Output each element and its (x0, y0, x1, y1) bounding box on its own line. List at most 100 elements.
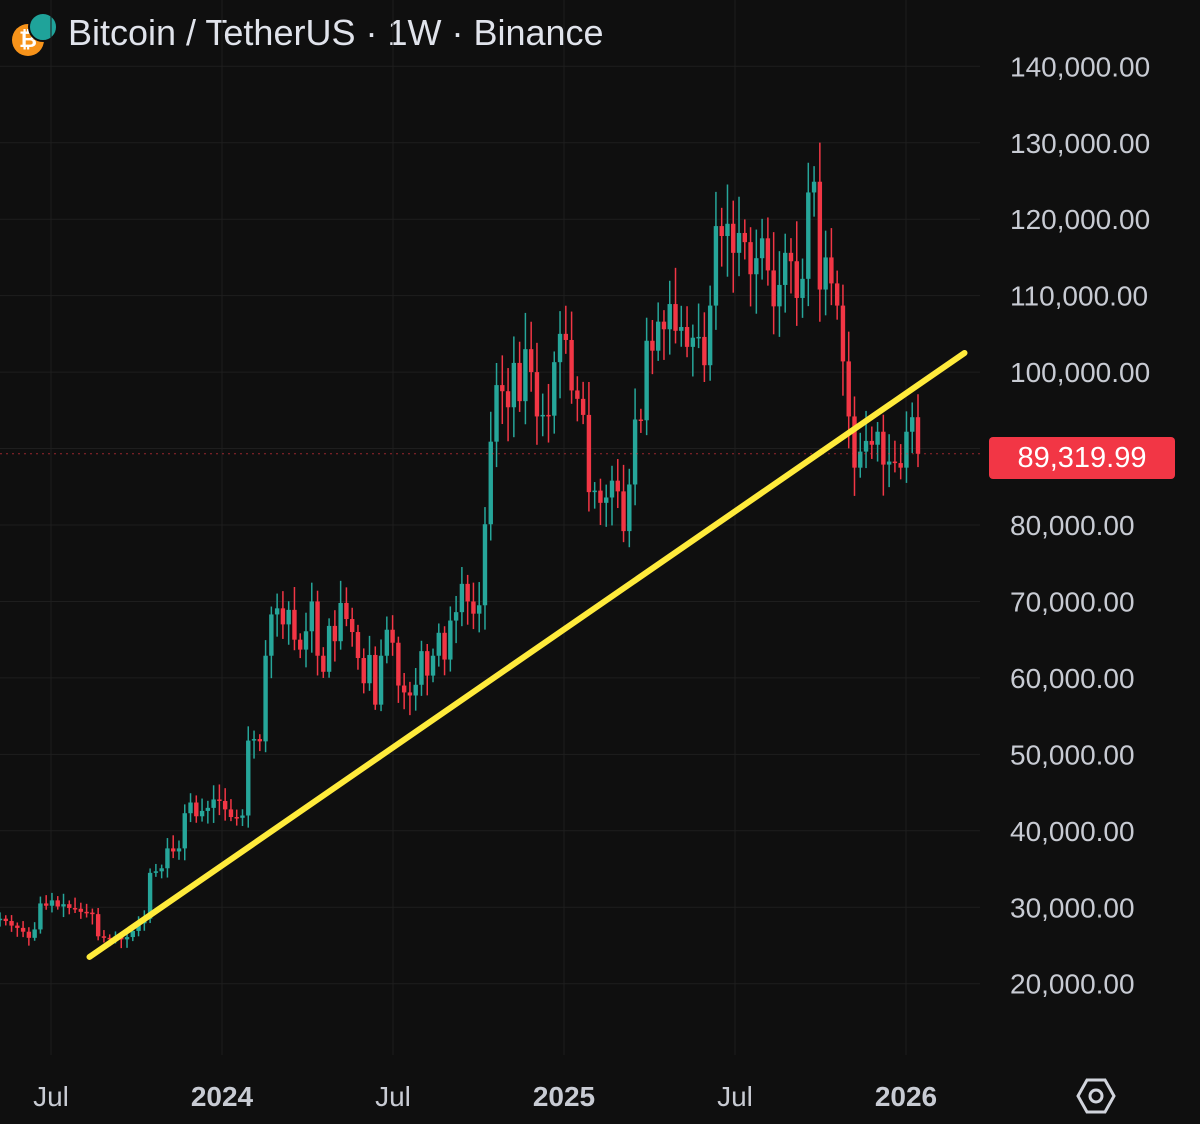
candle-body (55, 900, 60, 907)
y-tick-label: 100,000.00 (1010, 357, 1150, 388)
candle-body (598, 490, 603, 503)
candle-body (182, 813, 187, 849)
candle-body (228, 809, 234, 818)
candle-body (511, 362, 517, 408)
candle-body (592, 490, 597, 493)
candle-body (846, 361, 851, 417)
candle-body (124, 937, 130, 940)
candle-body (147, 872, 153, 919)
y-tick-label: 140,000.00 (1010, 51, 1150, 82)
candle-body (667, 304, 672, 330)
candle-body (436, 632, 441, 656)
candle-body (910, 417, 915, 432)
candle-body (269, 614, 274, 656)
candle-body (199, 810, 205, 817)
candle-body (217, 799, 222, 801)
candle-body (159, 868, 164, 872)
price-axis[interactable]: 140,000.00 130,000.00 120,000.00 110,000.00… (1010, 51, 1150, 999)
y-tick-label: 60,000.00 (1010, 663, 1135, 694)
candle-body (731, 223, 736, 253)
candle-body (725, 223, 730, 237)
candle-body (95, 914, 101, 937)
candle-body (719, 226, 724, 237)
candle-body (38, 903, 43, 930)
candle-body (655, 321, 661, 351)
candle-body (280, 608, 286, 625)
candle-body (361, 658, 366, 684)
candle-body (817, 181, 823, 290)
candle-body (84, 911, 89, 914)
candle-body (107, 937, 112, 940)
candle-body (523, 349, 528, 402)
candle-body (881, 431, 886, 465)
y-tick-label: 20,000.00 (1010, 969, 1135, 1000)
candle-body (869, 440, 875, 445)
candle-body (101, 936, 107, 938)
candle-body (240, 815, 245, 818)
candle-body (863, 440, 869, 452)
candle-body (858, 451, 863, 468)
candle-body (742, 232, 747, 243)
candle-body (528, 349, 534, 373)
time-axis[interactable]: Jul 2024 Jul 2025 Jul 2026 (33, 1081, 937, 1112)
candle-body (563, 333, 569, 340)
candle-body (326, 625, 332, 672)
candle-body (823, 257, 828, 290)
candle-body (78, 908, 84, 912)
candle-body (488, 441, 493, 525)
candle-body (788, 252, 794, 262)
settings-hexagon-icon[interactable] (1076, 1076, 1116, 1116)
binance-badge-icon (28, 12, 58, 42)
candle-body (298, 639, 303, 650)
candle-body (43, 903, 49, 906)
candle-body (471, 601, 476, 614)
candle-body (407, 692, 413, 696)
candle-body (448, 620, 453, 660)
candle-body (627, 484, 632, 532)
candle-body (915, 417, 921, 454)
candle-body (338, 602, 343, 642)
candle-body (349, 619, 355, 633)
chart-grid (0, 0, 980, 1055)
candle-body (274, 608, 280, 615)
x-tick-label: Jul (33, 1081, 69, 1112)
candle-body (569, 339, 574, 391)
candle-body (696, 336, 701, 339)
candle-body (396, 642, 401, 686)
candle-body (20, 927, 26, 932)
candle-body (477, 605, 482, 614)
candle-body (794, 261, 799, 298)
symbol-title[interactable]: Bitcoin / TetherUS · 1W · Binance (68, 12, 604, 53)
current-price-label: 89,319.99 (989, 437, 1175, 479)
candle-body (378, 655, 384, 705)
candle-body (904, 431, 909, 468)
x-tick-label: 2025 (533, 1081, 595, 1112)
y-tick-label: 130,000.00 (1010, 128, 1150, 159)
candle-body (540, 414, 545, 417)
candle-body (136, 923, 141, 931)
candle-body (15, 925, 20, 928)
candle-body (459, 583, 465, 613)
candle-body (9, 921, 14, 926)
candle-body (315, 601, 320, 656)
candle-body (552, 362, 557, 416)
candle-body (852, 416, 857, 468)
candle-body (153, 871, 159, 873)
candle-body (355, 632, 361, 659)
candle-body (165, 848, 170, 869)
candle-body (171, 848, 176, 852)
candle-body (286, 609, 291, 625)
candle-body (430, 655, 436, 676)
candle-body (500, 385, 505, 392)
candle-body (0, 918, 3, 921)
candle-body (257, 739, 263, 742)
candle-body (205, 807, 211, 811)
y-tick-label: 30,000.00 (1010, 892, 1135, 923)
trendline[interactable] (86, 349, 968, 960)
candle-body (344, 602, 349, 620)
candle-body (546, 414, 551, 417)
candlestick-series (0, 142, 980, 949)
candle-body (465, 583, 470, 602)
candle-body (898, 463, 903, 468)
